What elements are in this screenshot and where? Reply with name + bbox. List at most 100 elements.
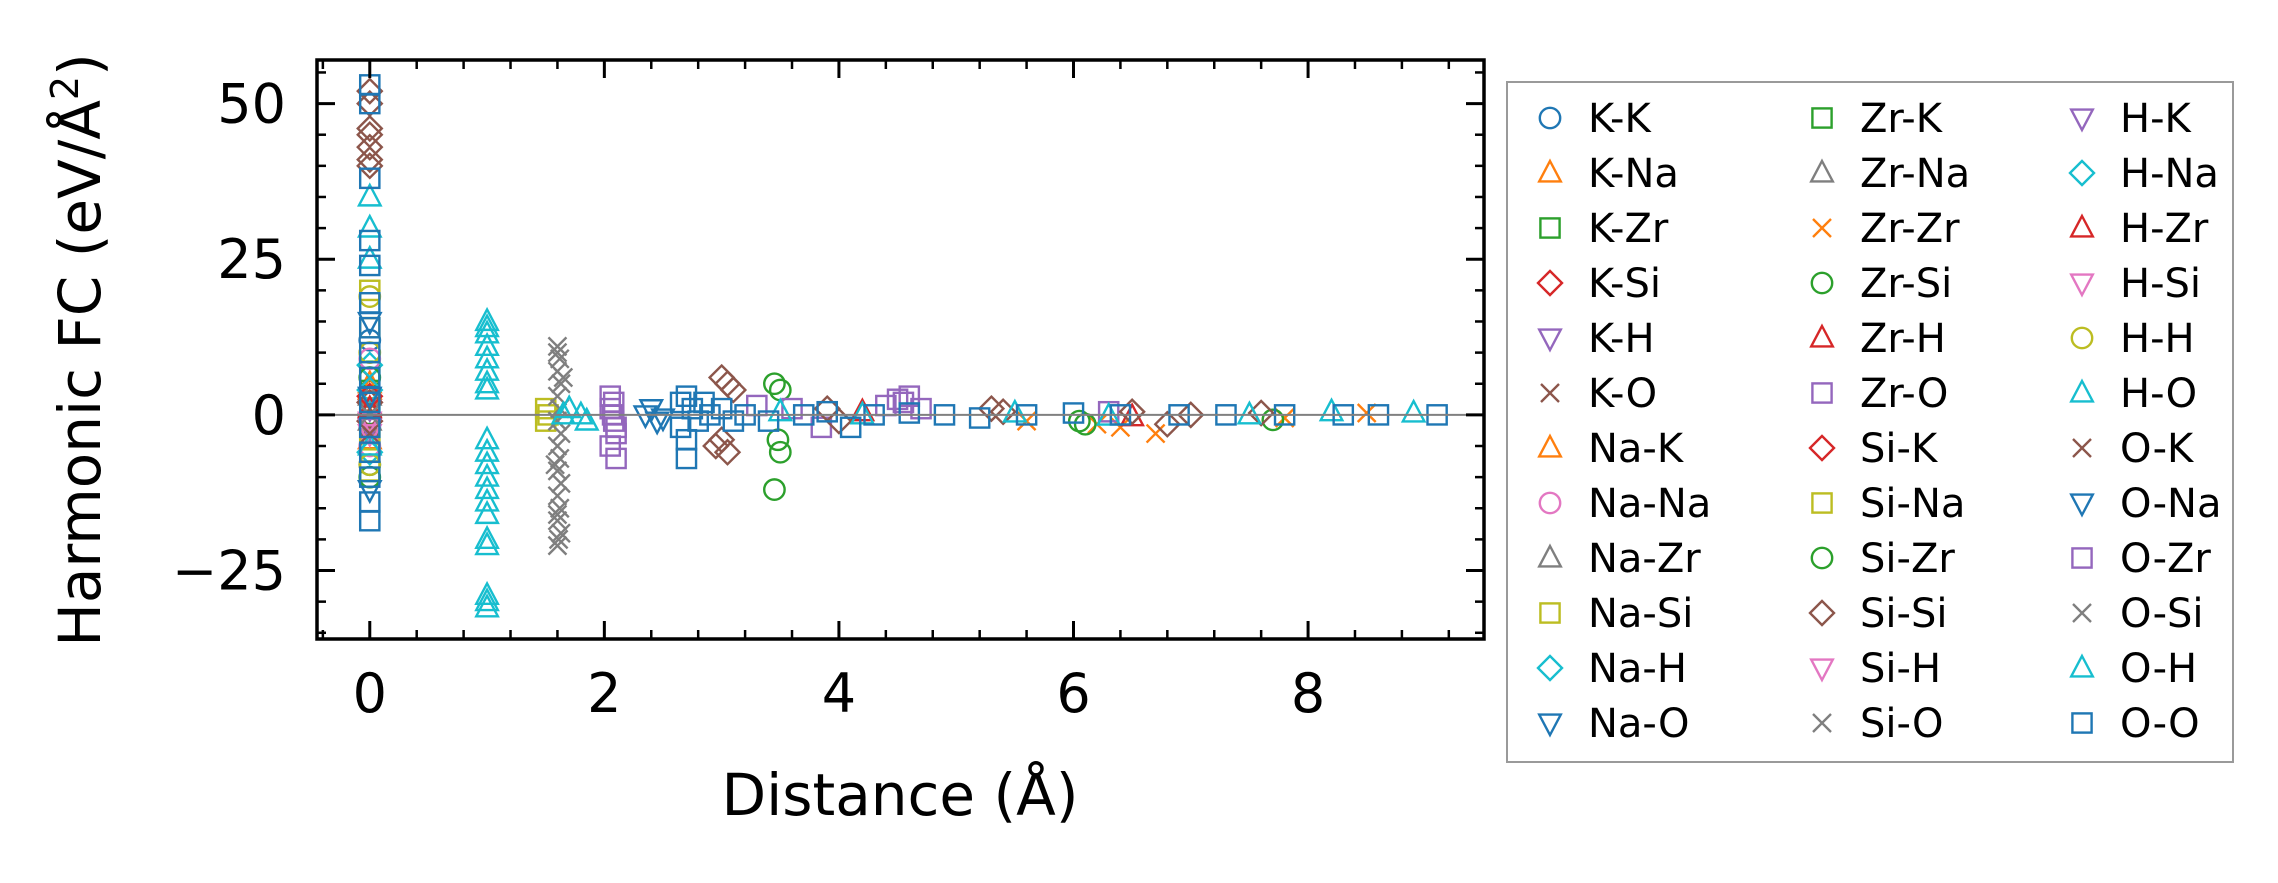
data-point-h-o	[474, 319, 500, 344]
data-point-h-o	[556, 394, 582, 419]
y-tick-label: 50	[217, 73, 286, 136]
data-point-o-o	[675, 385, 698, 407]
y-tick-label: 25	[217, 228, 286, 291]
y-axis-label: Harmonic FC (eV/Å2)	[43, 53, 114, 647]
data-point-h-o	[474, 306, 500, 332]
legend-label-o-zr: O-Zr	[2120, 536, 2211, 582]
data-point-o-o	[968, 407, 991, 429]
data-point-h-o	[356, 182, 383, 207]
data-point-zr-o	[810, 416, 833, 439]
data-point-o-o	[358, 509, 381, 532]
data-point-o-o	[358, 416, 381, 439]
plot-frame	[315, 58, 1486, 641]
data-point-h-o	[474, 369, 500, 394]
data-point-o-o	[722, 410, 745, 432]
data-point-h-o	[474, 331, 500, 356]
data-point-zr-o	[781, 397, 803, 420]
legend-marker-h-o	[2069, 378, 2095, 403]
legend: K-K K-Na K-Zr K-Si K-H K-O Na-K Na-Na Na-Zr Na-Si…	[1536, 96, 2221, 747]
legend-label-k-si: K-Si	[1588, 261, 1661, 307]
data-point-si-si	[356, 89, 384, 118]
legend-marker-na-na	[1538, 491, 1562, 515]
data-point-si-si	[356, 121, 384, 149]
legend-marker-k-k	[1538, 106, 1562, 130]
data-point-o-o	[675, 447, 698, 470]
data-point-zr-si	[768, 440, 792, 464]
data-point-si-o	[547, 436, 568, 456]
data-point-na-o	[644, 411, 670, 436]
data-point-o-o	[693, 391, 715, 414]
legend-marker-zr-zr	[1812, 218, 1832, 238]
data-point-o-na	[650, 408, 676, 433]
data-point-h-o	[356, 213, 383, 238]
data-point-o-o	[358, 292, 381, 314]
data-point-si-o	[551, 473, 571, 494]
data-point-o-k	[359, 423, 380, 444]
data-point-zr-zr	[1145, 423, 1166, 444]
legend-marker-na-o	[1537, 713, 1563, 738]
legend-frame	[1506, 81, 2234, 763]
data-point-h-o	[474, 344, 500, 369]
data-point-o-o	[669, 391, 692, 414]
legend-label-o-k: O-K	[2120, 426, 2195, 472]
data-point-h-o	[568, 400, 594, 425]
legend-label-si-k: Si-K	[1860, 426, 1939, 472]
data-point-o-o	[358, 391, 381, 414]
legend-marker-k-si	[1536, 269, 1564, 297]
data-point-si-zr	[358, 465, 382, 489]
data-point-h-o	[474, 487, 500, 512]
data-point-h-o	[474, 375, 500, 400]
data-point-h-o	[474, 462, 500, 487]
legend-marker-o-na	[2069, 493, 2095, 518]
legend-label-na-k: Na-K	[1588, 426, 1685, 472]
legend-marker-si-k	[1808, 434, 1836, 462]
data-point-o-zr	[599, 385, 622, 407]
legend-label-k-zr: K-Zr	[1588, 206, 1669, 252]
legend-marker-h-k	[2069, 108, 2095, 133]
x-axis-label: Distance (Å)	[722, 760, 1079, 829]
data-point-si-o	[551, 423, 571, 444]
legend-label-si-si: Si-Si	[1860, 591, 1947, 637]
data-point-si-si	[719, 376, 748, 404]
legend-marker-o-o	[2071, 712, 2093, 734]
data-point-h-o	[474, 531, 500, 556]
legend-label-o-h: O-H	[2120, 646, 2197, 692]
data-point-si-o	[547, 461, 568, 481]
legend-label-na-h: Na-H	[1588, 646, 1687, 692]
data-point-si-o	[549, 498, 570, 519]
x-tick-label: 8	[1291, 662, 1325, 725]
data-point-h-o	[1400, 398, 1427, 423]
legend-label-na-na: Na-Na	[1588, 481, 1711, 527]
data-point-h-h	[358, 285, 382, 308]
data-point-zr-o	[910, 397, 932, 420]
data-point-o-o	[839, 416, 862, 439]
legend-marker-k-zr	[1539, 217, 1561, 239]
data-point-h-o	[474, 425, 500, 450]
data-point-h-o	[1002, 398, 1028, 423]
legend-marker-h-si	[2069, 273, 2095, 298]
data-point-si-si	[1153, 410, 1182, 438]
legend-marker-h-zr	[2069, 213, 2095, 238]
legend-marker-na-h	[1536, 654, 1564, 682]
data-point-zr-si	[763, 478, 786, 501]
data-point-h-o	[474, 580, 500, 606]
x-tick-label: 6	[1056, 662, 1090, 725]
data-point-o-o	[681, 397, 704, 420]
legend-marker-si-o	[1812, 713, 1832, 733]
legend-label-k-k: K-K	[1588, 96, 1652, 142]
data-point-si-si	[356, 77, 384, 105]
legend-marker-na-zr	[1537, 543, 1563, 568]
data-point-o-o	[1062, 402, 1085, 424]
legend-marker-na-si	[1539, 602, 1561, 624]
legend-marker-k-h	[1537, 328, 1563, 353]
data-point-h-o	[474, 437, 500, 462]
data-point-o-o	[710, 397, 733, 420]
legend-label-na-o: Na-O	[1588, 701, 1689, 747]
data-point-si-o	[547, 510, 568, 531]
data-point-k-k	[358, 328, 382, 352]
legend-marker-o-h	[2069, 653, 2095, 678]
data-point-o-o	[675, 428, 698, 451]
data-point-si-o	[553, 367, 574, 388]
data-point-na-si	[534, 410, 557, 432]
